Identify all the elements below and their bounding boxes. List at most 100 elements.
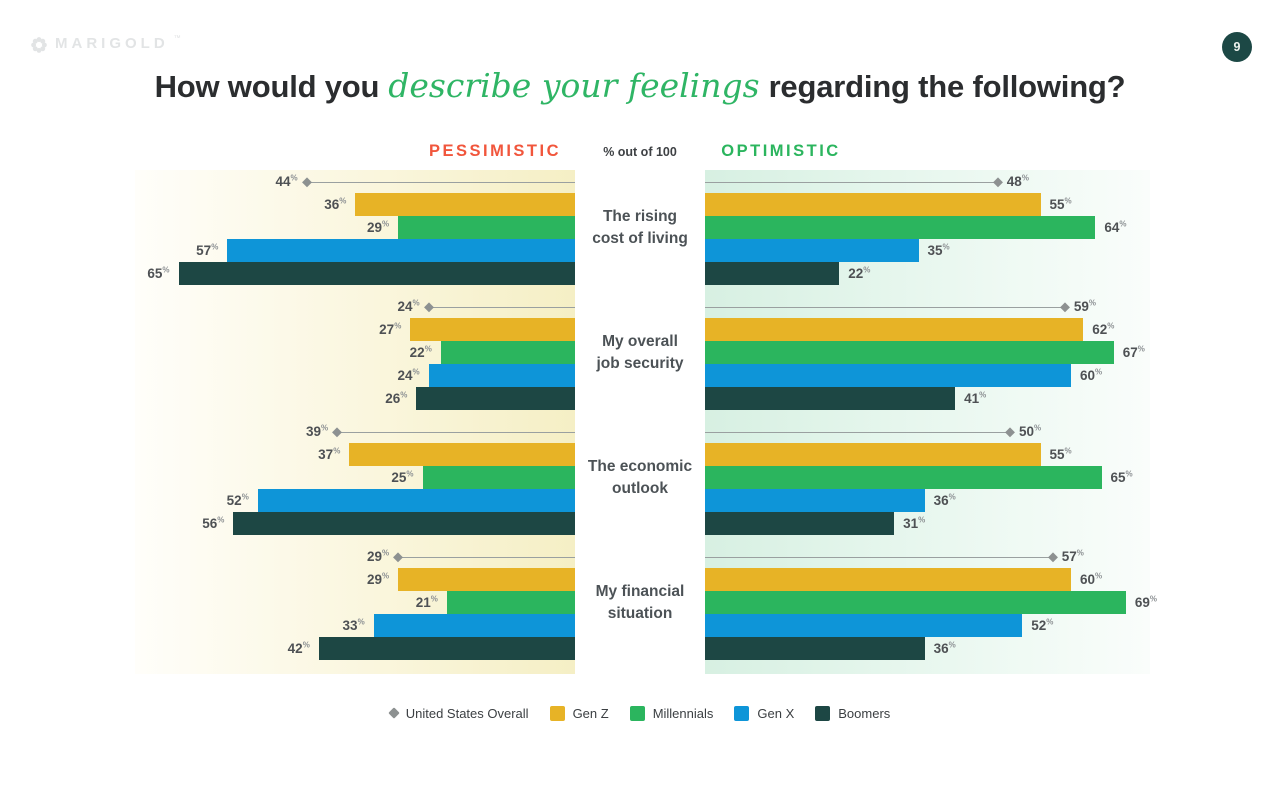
marigold-flower-icon — [30, 35, 48, 54]
bar-optimistic-millennials — [705, 591, 1126, 614]
optimistic-cell: 36% — [705, 489, 1150, 512]
bar-row-boomers: 26% 41% — [135, 387, 1150, 410]
value-label-pess: 37% — [318, 446, 341, 462]
title-suffix: regarding the following? — [768, 69, 1126, 104]
pessimistic-cell: 24% — [135, 364, 575, 387]
pessimistic-cell: 29% — [135, 545, 575, 568]
axis-note: % out of 100 — [603, 145, 677, 159]
bar-row-gen-z: 29% 60% — [135, 568, 1150, 591]
value-label-pess: 29% — [366, 219, 390, 235]
optimistic-cell: 35% — [705, 239, 1150, 262]
bar-optimistic-boomers — [705, 637, 925, 660]
us-overall-line-opt — [705, 170, 1003, 193]
optimistic-cell: 48% — [705, 170, 1150, 193]
bar-row-gen-x: 52% 36% — [135, 489, 1150, 512]
value-label-pess: 25% — [391, 469, 414, 485]
optimistic-cell: 41% — [705, 387, 1150, 410]
legend-label: Millennials — [652, 705, 714, 721]
title-highlight: describe your feelings — [388, 66, 760, 105]
bar-pessimistic-gen-x — [257, 489, 575, 512]
value-label-opt: 35% — [927, 242, 950, 258]
category-label: The rising cost of living — [592, 207, 688, 247]
pessimistic-cell: 26% — [135, 387, 575, 410]
pessimistic-cell: 29% — [135, 216, 575, 239]
bar-optimistic-boomers — [705, 262, 840, 285]
diamond-marker-icon — [1060, 301, 1070, 312]
us-overall-row: 29% 57% — [135, 545, 1150, 568]
optimistic-cell: 62% — [705, 318, 1150, 341]
optimistic-cell: 36% — [705, 637, 1150, 660]
pessimistic-cell: 52% — [135, 489, 575, 512]
brand-wordmark: MARIGOLD — [55, 35, 169, 52]
chart-legend: United States Overall Gen Z Millennials … — [0, 700, 1280, 726]
optimistic-cell: 69% — [705, 591, 1157, 614]
bar-pessimistic-millennials — [446, 591, 575, 614]
pessimistic-cell: 44% — [135, 170, 575, 193]
bar-row-millennials: 21% 69% — [135, 591, 1157, 614]
legend-item-us-overall: United States Overall — [388, 706, 529, 721]
us-overall-line-opt — [705, 295, 1070, 318]
us-overall-line-pess — [302, 170, 575, 193]
bar-pessimistic-gen-x — [227, 239, 575, 262]
diamond-marker-icon — [993, 176, 1003, 187]
category-label: The economic outlook — [587, 457, 693, 497]
trend-line — [705, 431, 1010, 433]
trend-line — [306, 181, 575, 183]
value-label-opt: 55% — [1049, 446, 1072, 462]
pessimistic-cell: 24% — [135, 295, 575, 318]
diamond-marker-icon — [1048, 551, 1058, 562]
value-label-pess: 65% — [147, 265, 170, 281]
us-overall-row: 39% 50% — [135, 420, 1150, 443]
value-label-opt: 64% — [1104, 219, 1127, 235]
diamond-marker-icon — [393, 551, 403, 562]
trend-line — [705, 556, 1053, 558]
bar-row-gen-x: 33% 52% — [135, 614, 1150, 637]
optimistic-cell: 64% — [705, 216, 1150, 239]
pessimistic-cell: 21% — [135, 591, 575, 614]
center-spacer — [575, 637, 705, 660]
value-label-opt: 60% — [1080, 571, 1103, 587]
value-label-pess: 24% — [397, 367, 420, 383]
value-label-pess: 33% — [342, 617, 365, 633]
bar-row-boomers: 56% 31% — [135, 512, 1150, 535]
bar-optimistic-gen-x — [705, 364, 1071, 387]
optimistic-cell: 59% — [705, 295, 1150, 318]
value-label-pess: 36% — [324, 196, 347, 212]
trend-line — [337, 431, 575, 433]
optimistic-cell: 52% — [705, 614, 1150, 637]
pessimistic-cell: 37% — [135, 443, 575, 466]
bar-row-gen-z: 27% 62% — [135, 318, 1150, 341]
value-label-opt: 36% — [933, 640, 956, 656]
bar-pessimistic-boomers — [318, 637, 575, 660]
value-label-pess: 42% — [287, 640, 310, 656]
us-overall-line-pess — [424, 295, 575, 318]
legend-item-millennials: Millennials — [629, 705, 714, 721]
value-label-opt: 41% — [964, 390, 987, 406]
title-prefix: How would you — [154, 69, 380, 104]
bar-pessimistic-millennials — [440, 341, 575, 364]
optimistic-cell: 55% — [705, 443, 1150, 466]
value-label-pess: 52% — [226, 492, 249, 508]
chart-groups: 44% 48% 36% 55% 29% 64% 57% 35% 65% 22% The rising… — [135, 170, 1157, 660]
bar-optimistic-gen-z — [705, 568, 1071, 591]
value-label-opt: 57% — [1061, 548, 1084, 564]
us-overall-row: 24% 59% — [135, 295, 1150, 318]
value-label-opt: 22% — [848, 265, 871, 281]
gen-x-swatch-icon — [734, 705, 750, 721]
value-label-pess: 26% — [385, 390, 408, 406]
bar-row-millennials: 22% 67% — [135, 341, 1150, 364]
bar-optimistic-gen-z — [705, 318, 1084, 341]
chart-group-the-rising-cost-of-living: 44% 48% 36% 55% 29% 64% 57% 35% 65% 22% The rising… — [135, 170, 1150, 285]
trend-line — [705, 181, 998, 183]
chart-group-the-economic-outlook: 39% 50% 37% 55% 25% 65% 52% 36% 56% 31% The econom… — [135, 420, 1150, 535]
optimistic-cell: 50% — [705, 420, 1150, 443]
value-label-opt: 48% — [1006, 173, 1029, 189]
marigold-logo: MARIGOLD ™ — [30, 35, 181, 54]
gen-z-swatch-icon — [549, 705, 565, 721]
diamond-marker-icon — [1005, 426, 1015, 437]
diamond-marker-icon — [424, 301, 434, 312]
value-label-pess: 29% — [366, 548, 390, 564]
optimistic-cell: 67% — [705, 341, 1150, 364]
bar-row-gen-z: 36% 55% — [135, 193, 1150, 216]
pessimistic-column-header: PESSIMISTIC — [428, 142, 562, 160]
